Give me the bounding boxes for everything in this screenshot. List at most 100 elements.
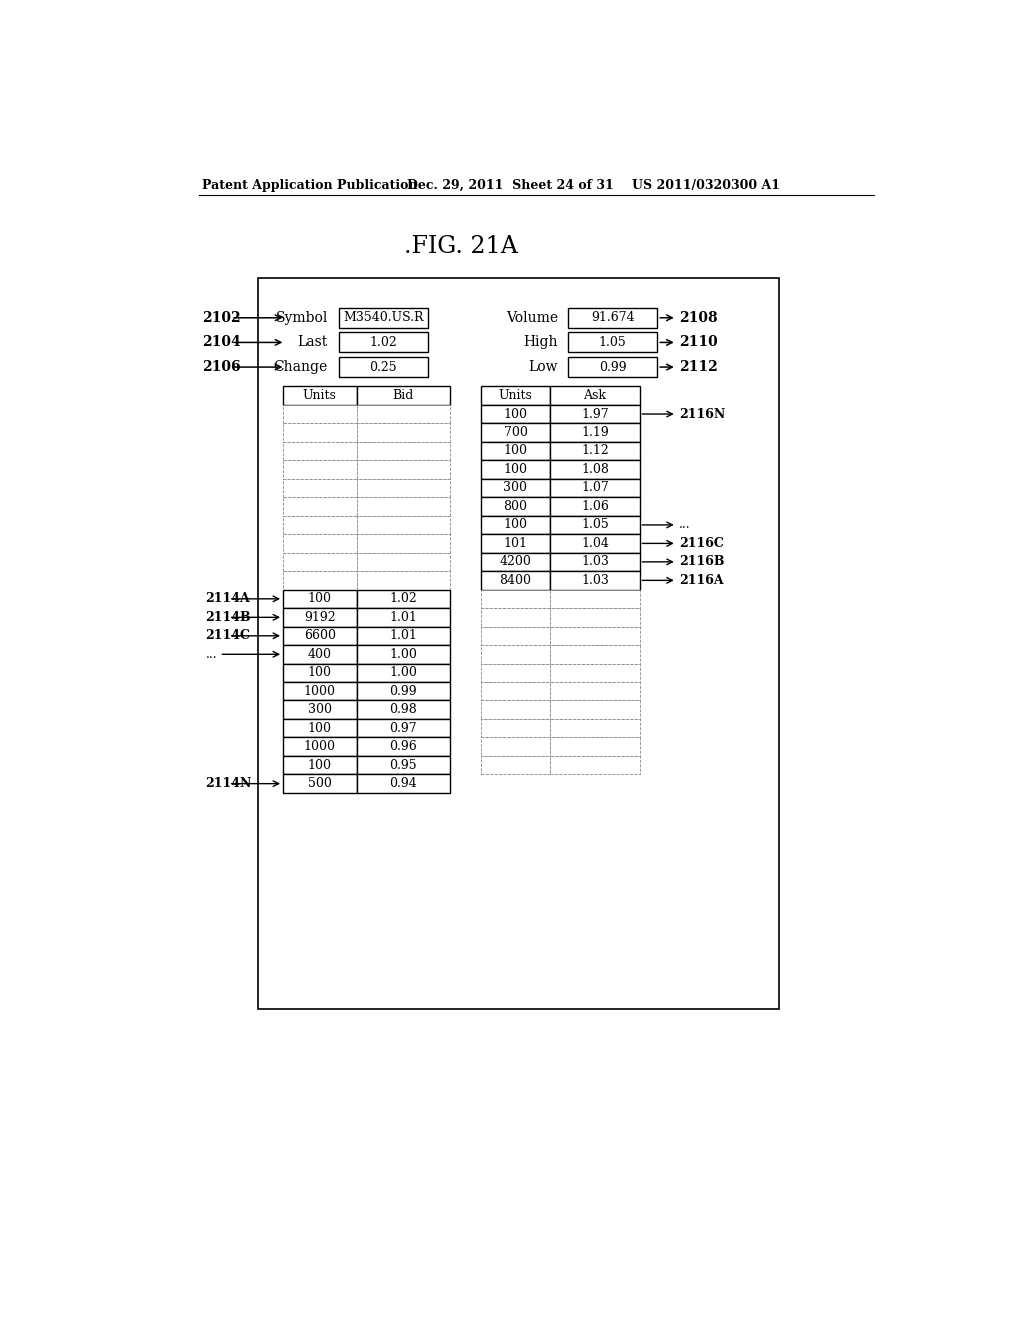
Bar [550,609,640,627]
Bar [550,424,640,442]
Bar [356,479,450,498]
Text: 0.99: 0.99 [389,685,417,698]
Text: 1.03: 1.03 [581,556,609,569]
Text: 1.01: 1.01 [389,630,417,643]
Text: 1000: 1000 [304,741,336,754]
Bar [283,701,356,719]
Text: 1.12: 1.12 [581,445,609,458]
Bar [550,627,640,645]
Text: 1.06: 1.06 [581,500,609,513]
Bar [356,498,450,516]
Bar [356,442,450,461]
Bar [480,627,550,645]
Bar [550,387,640,405]
Bar [283,609,356,627]
Bar [550,719,640,738]
Bar [550,664,640,682]
Text: 1.05: 1.05 [599,335,627,348]
Bar [356,664,450,682]
Text: 1.02: 1.02 [370,335,397,348]
Bar [550,756,640,775]
Text: 0.94: 0.94 [389,777,417,791]
Bar [550,516,640,535]
Text: 4200: 4200 [500,556,531,569]
Bar [550,405,640,424]
Text: 1000: 1000 [304,685,336,698]
Bar [283,719,356,738]
Bar [480,701,550,719]
Bar [356,516,450,535]
Text: 1.03: 1.03 [581,574,609,587]
Text: 6600: 6600 [304,630,336,643]
Bar [356,424,450,442]
Bar [283,572,356,590]
Text: 2114B: 2114B [206,611,251,624]
Text: 100: 100 [308,759,332,772]
Text: M3540.US.R: M3540.US.R [343,312,424,325]
Bar [480,682,550,701]
Text: 0.25: 0.25 [370,360,397,374]
Bar [283,387,356,405]
Bar [356,627,450,645]
Text: 100: 100 [504,408,527,421]
Bar [356,387,450,405]
Text: 100: 100 [504,463,527,477]
Bar [550,442,640,461]
Bar [356,609,450,627]
Bar [480,479,550,498]
Text: 2116B: 2116B [679,556,725,569]
Text: 2114N: 2114N [206,777,252,791]
Bar [480,572,550,590]
Text: 8400: 8400 [500,574,531,587]
Bar [480,738,550,756]
Bar [568,333,657,352]
Bar [480,442,550,461]
Text: Ask: Ask [584,389,606,403]
Bar [550,479,640,498]
Text: 2112: 2112 [679,360,718,374]
Bar [356,553,450,572]
Text: 800: 800 [504,500,527,513]
Text: Units: Units [303,389,337,403]
Bar [480,719,550,738]
Text: 2108: 2108 [679,310,718,325]
Text: ...: ... [679,519,690,532]
Bar [356,701,450,719]
Bar [283,479,356,498]
Bar [550,461,640,479]
Text: US 2011/0320300 A1: US 2011/0320300 A1 [632,178,779,191]
Bar [356,775,450,793]
Text: Patent Application Publication: Patent Application Publication [202,178,417,191]
Text: 1.00: 1.00 [389,667,417,680]
Bar [480,498,550,516]
Text: 2102: 2102 [202,310,241,325]
Bar [480,516,550,535]
Bar [283,424,356,442]
Text: Last: Last [298,335,328,350]
Bar [339,358,428,378]
Bar [480,535,550,553]
Bar [356,756,450,775]
Bar [550,498,640,516]
Bar [568,358,657,378]
Text: 100: 100 [504,445,527,458]
Bar [568,308,657,327]
Bar [550,701,640,719]
Text: 100: 100 [308,593,332,606]
Bar [550,553,640,572]
Text: .FIG. 21A: .FIG. 21A [404,235,518,259]
Bar [356,572,450,590]
Text: 91.674: 91.674 [591,312,635,325]
Text: 1.00: 1.00 [389,648,417,661]
Bar [356,535,450,553]
Text: 1.97: 1.97 [582,408,608,421]
Bar [283,461,356,479]
Bar [339,333,428,352]
Bar [550,738,640,756]
Text: 100: 100 [308,667,332,680]
Text: Dec. 29, 2011  Sheet 24 of 31: Dec. 29, 2011 Sheet 24 of 31 [407,178,613,191]
Bar [283,775,356,793]
Text: 1.05: 1.05 [581,519,609,532]
Bar [480,590,550,609]
Bar [356,645,450,664]
